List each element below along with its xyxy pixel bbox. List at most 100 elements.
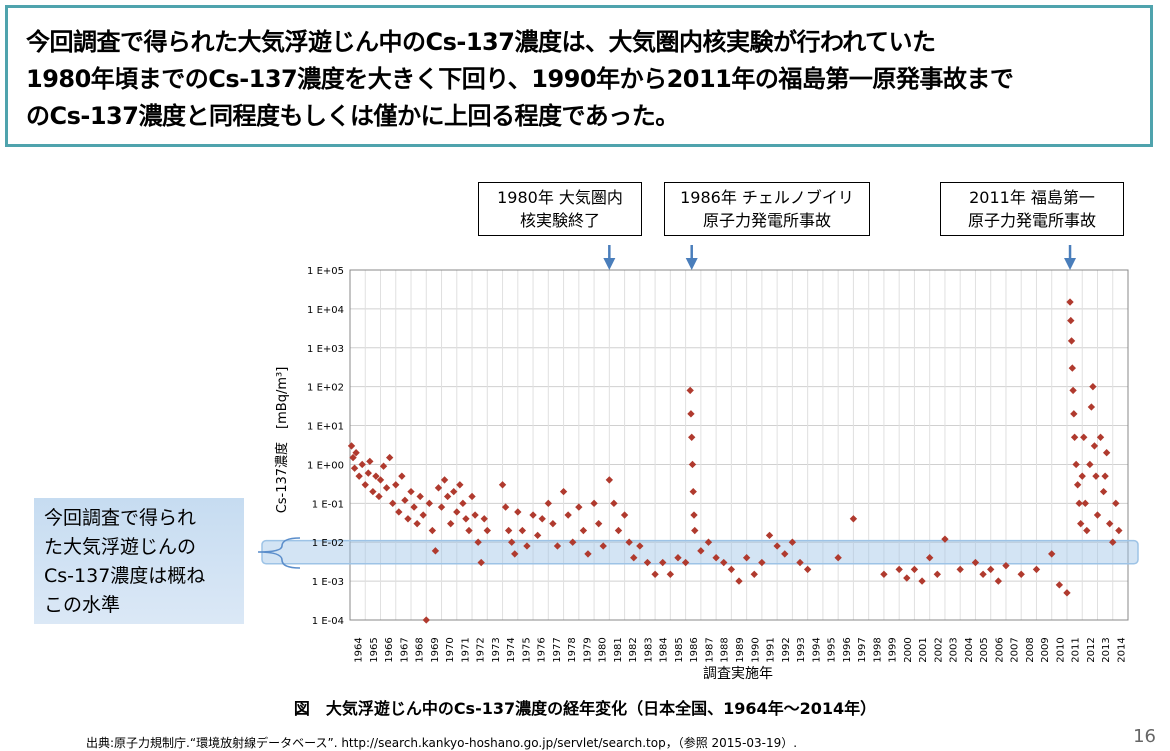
x-tick-label: 2001 [918, 637, 929, 662]
headline-line-3: のCs-137濃度と同程度もしくは僅かに上回る程度であった。 [26, 102, 679, 130]
event-arrow-head [1064, 258, 1077, 270]
data-point [382, 484, 391, 492]
data-point [514, 508, 522, 516]
data-point [788, 538, 797, 546]
data-point [688, 460, 697, 469]
data-point [956, 565, 964, 574]
x-tick-label: 1996 [842, 637, 853, 662]
x-tick-label: 2005 [979, 637, 990, 662]
data-point [681, 558, 690, 567]
x-tick-label: 1994 [811, 637, 822, 662]
data-point [504, 526, 513, 535]
data-point [1017, 570, 1025, 578]
data-points [347, 298, 1123, 624]
headline-line-2: 1980年頃までのCs-137濃度を大きく下回り、1990年から2011年の福島… [26, 65, 1014, 93]
data-point [773, 542, 781, 550]
event-1980-line-1: 1980年 大気圏内 [497, 188, 623, 207]
x-tick-label: 1989 [735, 637, 746, 662]
data-point [1072, 460, 1080, 469]
x-tick-label: 2009 [1040, 637, 1051, 662]
x-tick-label: 1970 [445, 637, 456, 662]
data-point [569, 538, 577, 546]
data-point [803, 565, 812, 574]
data-point [1068, 364, 1076, 372]
data-point [910, 565, 919, 574]
callout-line-2: た大気浮遊じんの [44, 536, 197, 558]
x-tick-label: 2013 [1101, 637, 1112, 662]
data-point [689, 487, 697, 496]
data-point [880, 570, 888, 578]
data-point [1063, 589, 1071, 597]
data-point [447, 519, 455, 528]
event-fukushima-line-2: 原子力発電所事故 [967, 211, 1096, 230]
x-tick-label: 1990 [750, 637, 761, 662]
y-tick-label: 1 E+04 [307, 305, 344, 316]
data-point [1080, 433, 1088, 441]
x-tick-label: 1964 [354, 637, 365, 662]
x-tick-label: 1998 [872, 637, 883, 662]
data-point [401, 496, 409, 504]
x-tick-label: 1978 [567, 637, 578, 662]
data-point [605, 476, 614, 484]
source-citation: 出典:原子力規制庁.“環境放射線データベース”. http://search.k… [86, 736, 798, 750]
event-box-fukushima: 2011年 福島第一 原子力発電所事故 [940, 182, 1124, 236]
data-point [643, 558, 652, 567]
data-point [895, 565, 903, 574]
y-tick-labels: 1 E-04 1 E-03 1 E-02 1 E-01 1 E+00 1 E+01 1 E+… [307, 266, 344, 627]
callout-line-1: 今回調査で得られ [44, 507, 197, 529]
grid [349, 269, 1128, 621]
x-tick-label: 2002 [933, 637, 944, 662]
data-point [1069, 386, 1077, 395]
x-tick-label: 2003 [949, 637, 960, 662]
data-point [620, 511, 629, 519]
data-point [395, 508, 403, 516]
y-tick-label: 1 E+03 [307, 344, 344, 355]
data-point [834, 554, 842, 562]
data-point [462, 515, 470, 523]
data-point [1032, 565, 1041, 574]
x-tick-labels: 1964 1965 1966 1967 1968 1969 1970 1971 1972 1973… [354, 637, 1128, 662]
data-point [614, 526, 623, 535]
data-point [610, 499, 618, 508]
data-point [697, 547, 705, 555]
data-point [471, 511, 479, 519]
data-point [456, 481, 464, 489]
event-arrow-head [603, 258, 616, 270]
data-point [428, 526, 437, 535]
data-point [349, 453, 357, 462]
x-tick-label: 1973 [491, 637, 502, 662]
x-tick-label: 1992 [781, 637, 792, 662]
data-point [918, 577, 926, 585]
y-tick-label: 1 E+00 [307, 460, 344, 471]
data-point [404, 515, 412, 523]
data-point [636, 542, 644, 550]
data-point [599, 542, 607, 550]
x-tick-label: 1965 [369, 637, 380, 662]
x-tick-label: 1969 [430, 637, 441, 662]
data-point [480, 515, 488, 523]
data-point [523, 542, 531, 550]
data-point [443, 492, 452, 501]
data-point [659, 558, 667, 567]
data-point [437, 503, 446, 511]
x-tick-label: 1993 [796, 637, 807, 662]
data-point [375, 492, 383, 501]
data-point [704, 538, 713, 546]
data-point [358, 460, 366, 469]
data-point [361, 481, 369, 489]
x-tick-label: 1983 [643, 637, 654, 662]
figure-caption: 図 大気浮遊じん中のCs-137濃度の経年変化（日本全国、1964年～2014年… [293, 699, 877, 718]
data-point [781, 550, 789, 558]
headline-line-1: 今回調査で得られた大気浮遊じん中のCs-137濃度は、大気圏内核実験が行われてい… [26, 28, 936, 56]
data-point [366, 457, 374, 466]
data-point [1002, 561, 1010, 570]
data-point [765, 531, 774, 540]
data-point [1055, 581, 1064, 589]
data-point [413, 519, 421, 528]
data-point [1067, 316, 1075, 325]
y-tick-label: 1 E+05 [307, 266, 344, 277]
data-point [1070, 433, 1079, 441]
callout-line-4: この水準 [44, 594, 121, 616]
data-point [410, 503, 418, 511]
x-tick-label: 1972 [476, 637, 487, 662]
